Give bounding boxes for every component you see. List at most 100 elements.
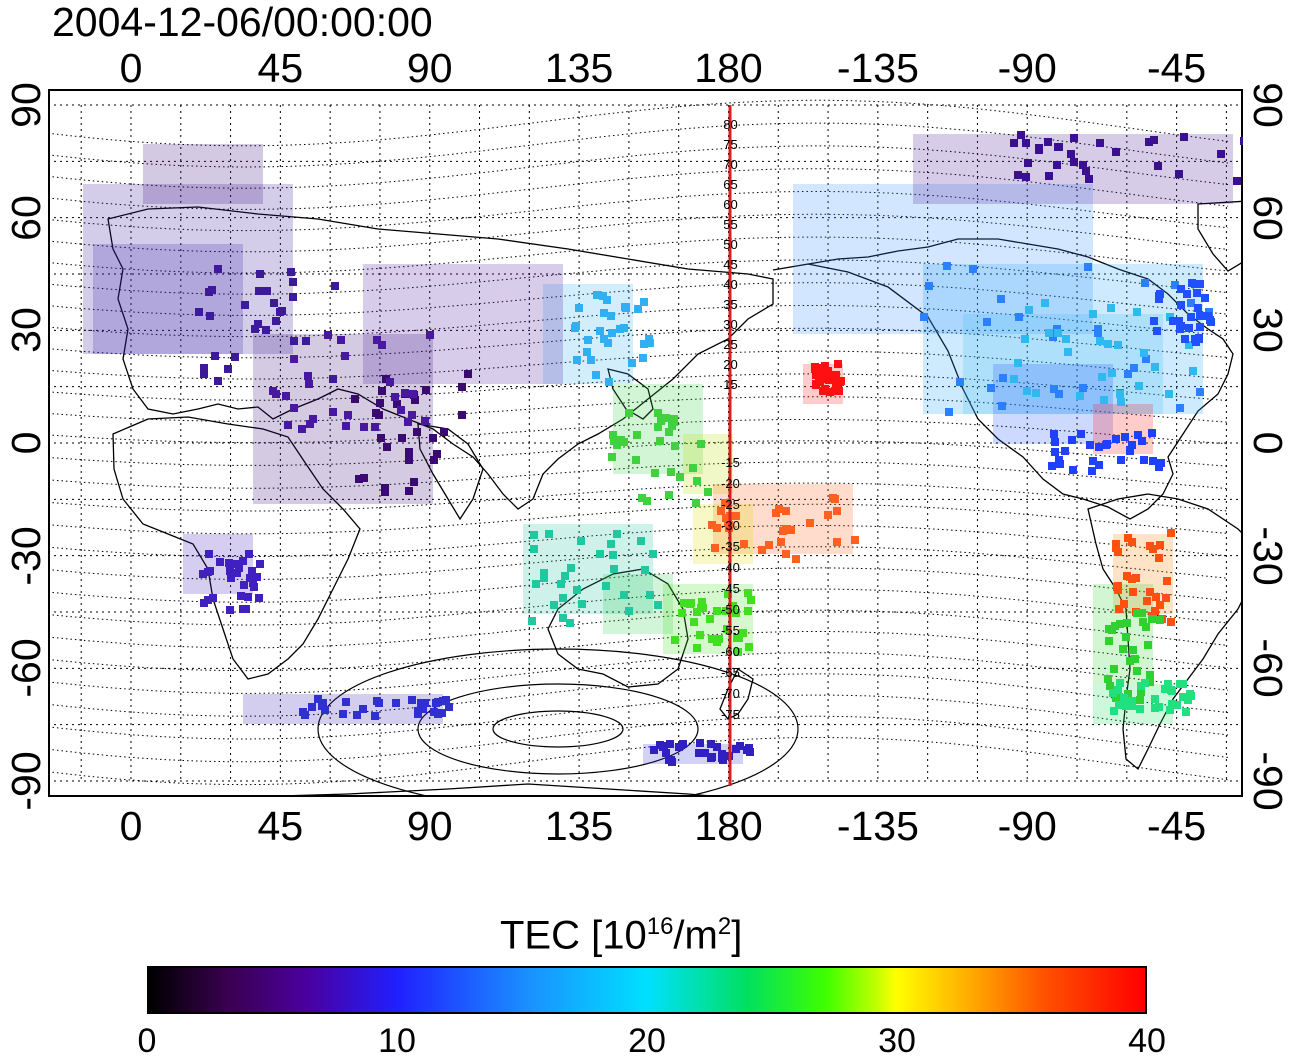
tec-cell	[270, 299, 278, 307]
mag-pole-contour	[317, 648, 799, 797]
tec-cell	[571, 324, 579, 332]
tec-cell	[693, 477, 701, 485]
tec-cell	[1134, 431, 1142, 439]
top-lon-tick-label: 45	[257, 45, 304, 91]
colorbar-label-exponent: 16	[646, 913, 674, 940]
tec-cell	[772, 509, 780, 517]
tec-cell	[1189, 367, 1197, 375]
contour-label: -55	[721, 623, 740, 638]
tec-cell	[405, 456, 413, 464]
tec-cell	[1141, 279, 1149, 287]
tec-cell	[1070, 158, 1078, 166]
tec-cell	[433, 450, 441, 458]
contour-label: -15	[721, 455, 740, 470]
tec-cell	[1116, 679, 1124, 687]
tec-cell	[373, 336, 381, 344]
tec-cell	[559, 594, 567, 602]
tec-cell	[622, 304, 630, 312]
tec-cell	[1126, 446, 1134, 454]
tec-cell	[670, 415, 678, 423]
colorbar-label-unit-exponent: 2	[717, 913, 732, 940]
left-lat-tick-label: -90	[3, 751, 49, 811]
contour-label: 55	[723, 217, 737, 232]
tec-cell	[355, 475, 363, 483]
tec-cell	[231, 353, 239, 361]
tec-cell	[698, 598, 706, 606]
tec-cell	[1155, 463, 1163, 471]
tec-patch	[543, 284, 633, 384]
tec-cell	[1166, 706, 1174, 714]
tec-cell	[678, 609, 686, 617]
tec-cell	[245, 550, 253, 558]
tec-cell	[1185, 324, 1193, 332]
tec-cell	[1068, 436, 1076, 444]
tec-cell	[1122, 702, 1130, 710]
tec-cell	[584, 336, 592, 344]
tec-cell	[1095, 443, 1103, 451]
tec-cell	[667, 468, 675, 476]
tec-cell	[740, 540, 748, 548]
mag-contour-line	[48, 715, 1229, 763]
tec-cell	[1196, 323, 1204, 331]
tec-cell	[654, 601, 662, 609]
tec-cell	[309, 415, 317, 423]
tec-cell	[687, 599, 695, 607]
tec-cell	[851, 536, 859, 544]
tec-cell	[1122, 633, 1130, 641]
tec-cell	[1204, 312, 1212, 320]
tec-cell	[1142, 355, 1150, 363]
tec-cell	[779, 527, 787, 535]
top-lon-tick-label: -135	[836, 45, 919, 91]
tec-cell	[713, 638, 721, 646]
colorbar-tick-label: 10	[378, 1022, 416, 1060]
tec-cell	[645, 335, 653, 343]
tec-cell	[983, 318, 991, 326]
tec-cell	[532, 580, 540, 588]
tec-map: 80 75 70 65 60 55 50 45 40 35 30 25 20 15 -15 -20 -25 -30…	[48, 89, 1243, 797]
tec-cell	[722, 607, 730, 615]
tec-cell	[1128, 441, 1136, 449]
tec-cell	[550, 601, 558, 609]
tec-cell	[373, 697, 381, 705]
tec-cell	[765, 541, 773, 549]
mag-contour-line	[48, 482, 1229, 512]
mag-pole-contour	[492, 710, 624, 748]
contour-label: -20	[721, 476, 740, 491]
tec-cell	[1175, 170, 1183, 178]
tec-cell	[758, 546, 766, 554]
tec-cell	[732, 512, 740, 520]
tec-cell	[998, 402, 1006, 410]
bottom-lon-tick-label: -135	[836, 803, 919, 849]
contour-label: 25	[723, 337, 737, 352]
tec-cell	[392, 699, 400, 707]
tec-cell	[1154, 162, 1162, 170]
mag-contour-line	[48, 99, 1229, 147]
tec-cell	[409, 390, 417, 398]
tec-cell	[1149, 457, 1157, 465]
tec-cell	[632, 456, 640, 464]
tec-cell	[540, 569, 548, 577]
tec-cell	[1155, 554, 1163, 562]
tec-cell	[566, 619, 574, 627]
tec-cell	[1112, 435, 1120, 443]
tec-cell	[249, 579, 257, 587]
tec-cell	[1167, 618, 1175, 626]
tec-cell	[744, 607, 752, 615]
tec-cell	[1181, 335, 1189, 343]
tec-cell	[692, 499, 700, 507]
tec-cell	[404, 418, 412, 426]
tec-cell	[987, 384, 995, 392]
tec-cell	[1145, 138, 1153, 146]
tec-cell	[200, 599, 208, 607]
contour-label: -25	[721, 497, 740, 512]
tec-cell	[329, 375, 337, 383]
tec-cell	[1112, 540, 1120, 548]
tec-cell	[353, 711, 361, 719]
tec-cell	[812, 371, 820, 379]
tec-cell	[1135, 382, 1143, 390]
colorbar-tick-label: 40	[1128, 1022, 1166, 1060]
mag-contour-line	[48, 694, 1229, 740]
tec-cell	[671, 636, 679, 644]
tec-cell	[1146, 671, 1154, 679]
tec-cell	[634, 305, 642, 313]
